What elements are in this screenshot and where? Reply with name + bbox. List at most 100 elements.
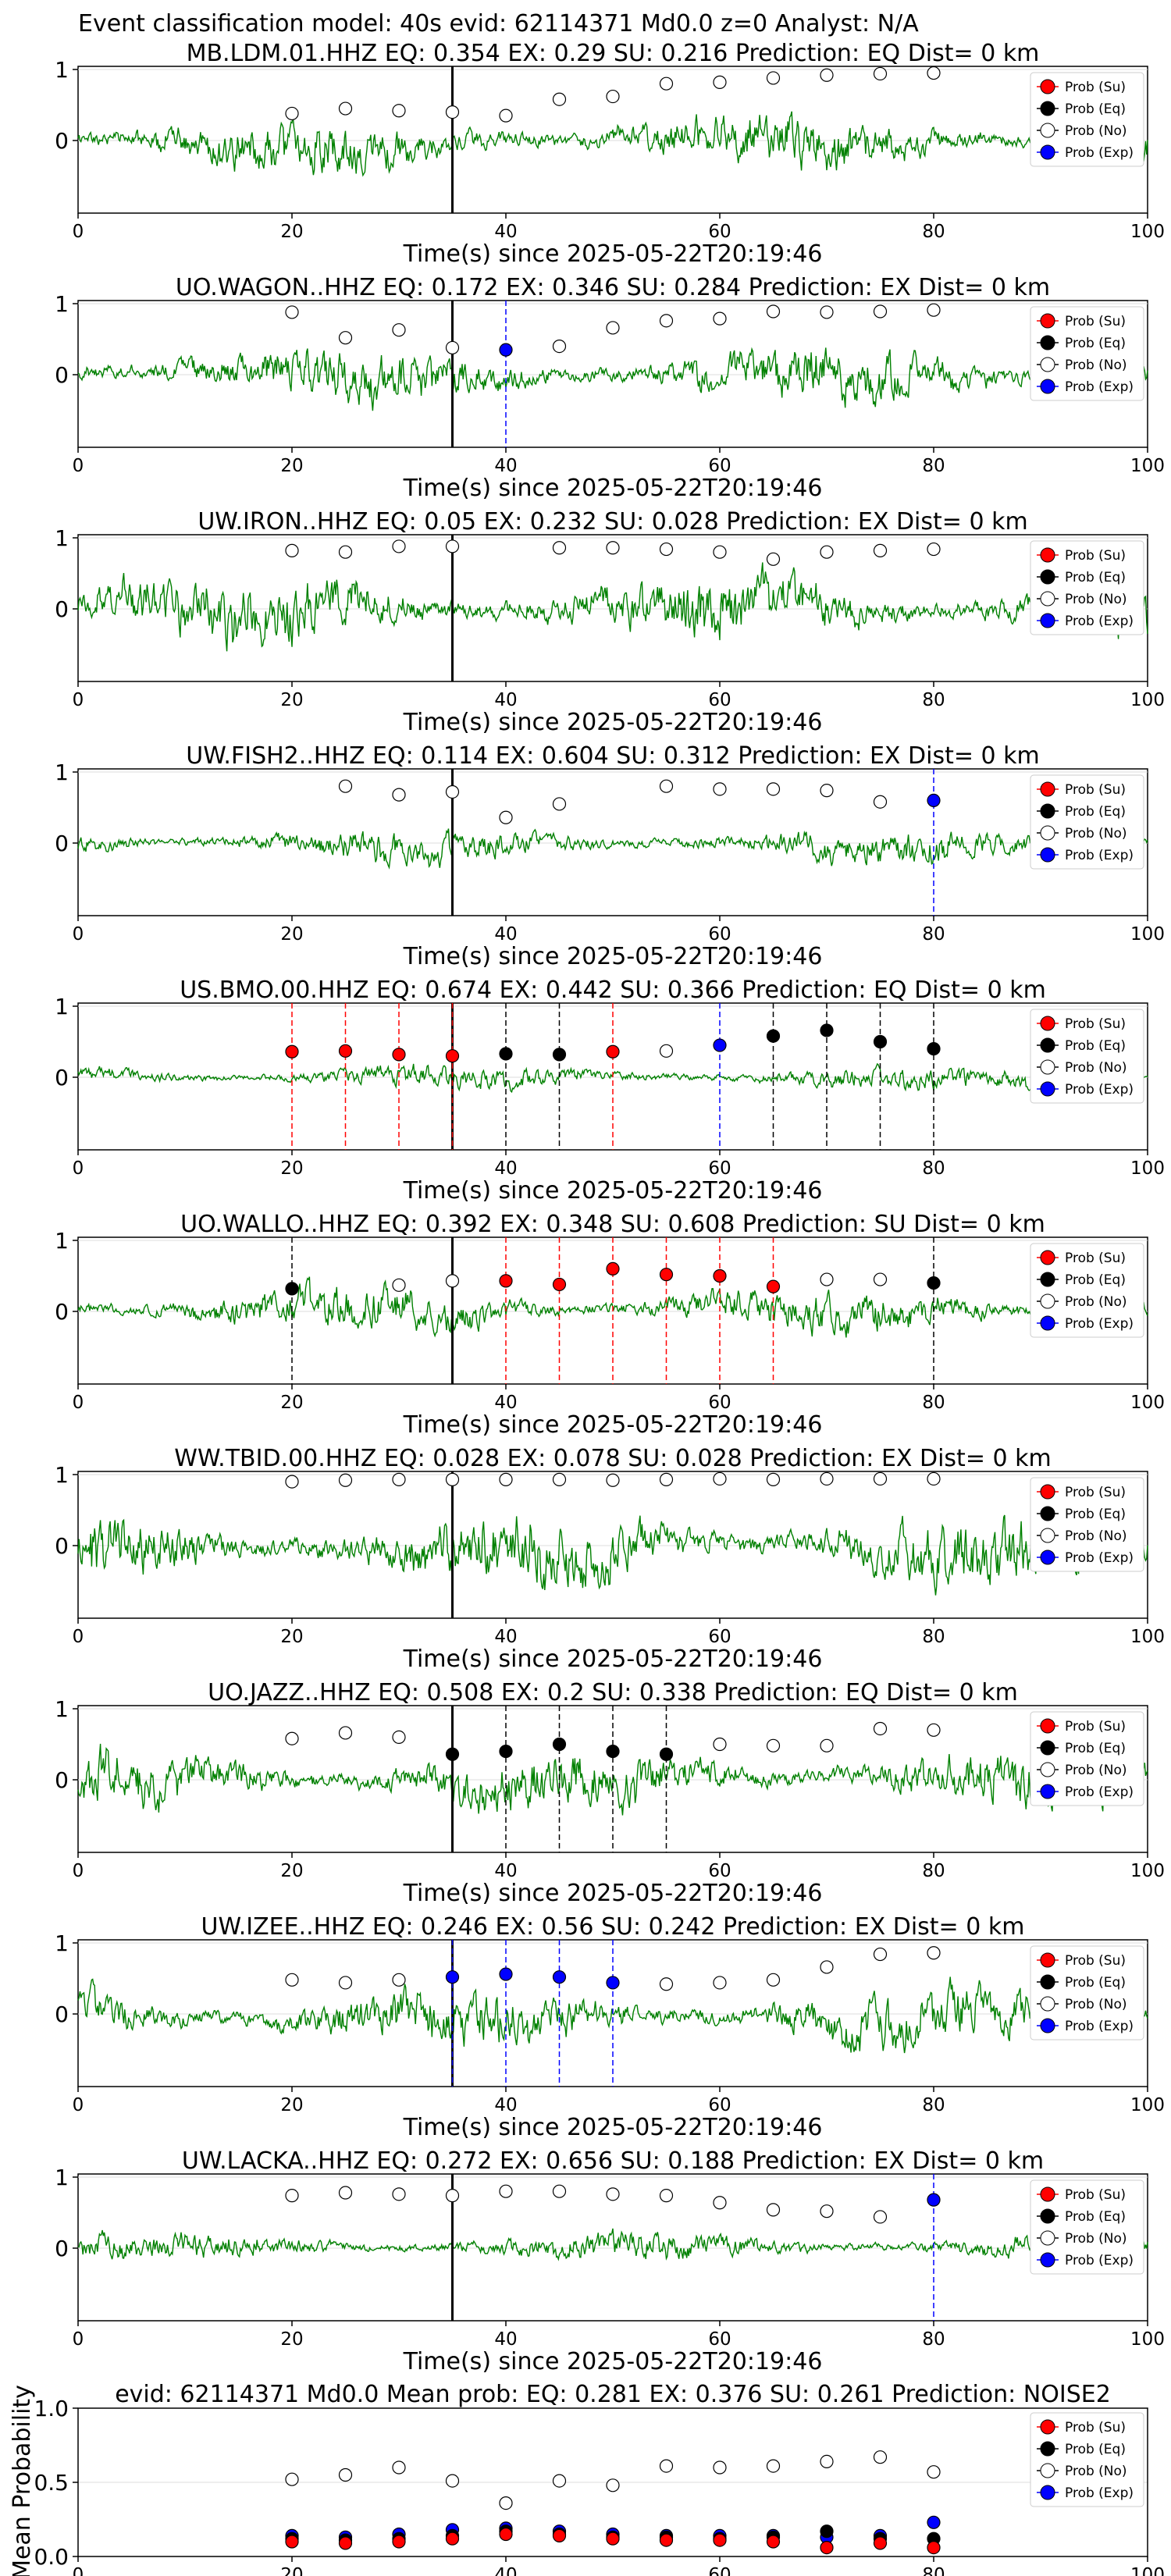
prob-point-no [659, 542, 674, 557]
prob-point-no [552, 797, 567, 811]
x-tick-label: 20 [280, 456, 303, 476]
x-tick-label: 0 [73, 2095, 84, 2115]
prob-point-no [445, 1274, 460, 1288]
prob-point-no [392, 788, 406, 802]
legend-marker-exp [1040, 379, 1055, 394]
prob-point-no [445, 539, 460, 553]
prob-point-no [659, 1044, 674, 1058]
legend-label-su: Prob (Su) [1065, 548, 1126, 564]
panel-8: UO.JAZZ..HHZ EQ: 0.508 EX: 0.2 SU: 0.338… [55, 1679, 1165, 1907]
prob-point-eq [445, 1747, 460, 1761]
x-tick-label: 80 [922, 1861, 945, 1881]
prob-point-eq [552, 1737, 567, 1752]
mean-prob-point-no [766, 2459, 781, 2473]
prob-point-no [285, 1731, 299, 1745]
legend-label-su: Prob (Su) [1065, 314, 1126, 329]
legend-marker-su [1040, 781, 1055, 797]
legend-marker-no [1040, 825, 1055, 841]
prob-point-no [766, 304, 781, 318]
prob-point-no [820, 2204, 834, 2218]
legend-marker-eq [1040, 335, 1055, 350]
x-tick-label: 0 [73, 2565, 84, 2576]
y-tick-label: 0 [55, 1767, 69, 1793]
x-tick-label: 80 [922, 456, 945, 476]
legend-marker-su [1040, 1484, 1055, 1500]
x-tick-label: 100 [1130, 1393, 1165, 1413]
panel-5: US.BMO.00.HHZ EQ: 0.674 EX: 0.442 SU: 0.… [55, 977, 1165, 1204]
prob-point-eq [499, 1745, 513, 1759]
x-tick-label: 80 [922, 1158, 945, 1179]
prob-point-no [445, 340, 460, 355]
plot-frame [77, 1471, 1148, 1619]
x-tick-label: 100 [1130, 924, 1165, 945]
prob-point-exp [713, 1038, 727, 1052]
y-tick-label: 1 [55, 57, 69, 83]
legend-label-no: Prob (No) [1065, 2231, 1127, 2247]
panel-title: UW.LACKA..HHZ EQ: 0.272 EX: 0.656 SU: 0.… [182, 2147, 1044, 2175]
legend-label-su: Prob (Su) [1065, 1251, 1126, 1266]
legend-label-no: Prob (No) [1065, 1060, 1127, 1076]
prob-point-no [392, 1730, 406, 1744]
x-tick-label: 20 [280, 1861, 303, 1881]
legend-label-exp: Prob (Exp) [1065, 1316, 1134, 1332]
prob-point-no [392, 1278, 406, 1292]
prob-point-no [873, 2210, 888, 2224]
prob-point-no [445, 105, 460, 119]
prob-point-no [713, 2196, 727, 2210]
mean-prob-point-su [499, 2527, 513, 2542]
x-tick-label: 0 [73, 1158, 84, 1179]
x-tick-label: 40 [494, 1627, 517, 1647]
prob-point-su [713, 1268, 727, 1283]
legend-box [1030, 72, 1144, 167]
prob-point-no [606, 1473, 620, 1487]
legend-marker-exp [1040, 847, 1055, 863]
prob-point-no [606, 89, 620, 104]
x-tick-label: 60 [708, 1627, 731, 1647]
legend-marker-no [1040, 2230, 1055, 2246]
legend-box [1030, 1945, 1144, 2041]
prob-point-no [285, 1973, 299, 1987]
seismogram-trace [77, 828, 1148, 870]
y-tick-label: 0 [55, 1533, 69, 1559]
prob-point-no [606, 2187, 620, 2201]
prob-point-eq [766, 1029, 781, 1043]
prob-point-no [820, 1272, 834, 1286]
x-tick-label: 0 [73, 456, 84, 476]
panel-7: WW.TBID.00.HHZ EQ: 0.028 EX: 0.078 SU: 0… [55, 1445, 1165, 1673]
legend-marker-no [1040, 2463, 1055, 2478]
legend-label-no: Prob (No) [1065, 826, 1127, 841]
legend-label-eq: Prob (Eq) [1065, 2442, 1126, 2457]
y-tick-label: 1 [55, 1228, 69, 1254]
prob-point-no [713, 75, 727, 89]
prob-point-no [659, 314, 674, 328]
prob-point-no [552, 2184, 567, 2198]
y-tick-label: 1 [55, 994, 69, 1019]
prob-point-no [338, 1473, 353, 1487]
legend-marker-eq [1040, 803, 1055, 819]
legend-marker-eq [1040, 1740, 1055, 1756]
mean-prob-point-no [499, 2496, 513, 2510]
prob-point-exp [606, 1976, 620, 1990]
mean-prob-point-no [338, 2467, 353, 2482]
prob-point-no [713, 545, 727, 559]
y-tick-label: 0 [55, 596, 69, 622]
legend-marker-exp [1040, 1315, 1055, 1331]
y-tick-label: 0 [55, 362, 69, 388]
legend-box [1030, 1711, 1144, 1806]
prob-point-no [445, 785, 460, 799]
legend-marker-eq [1040, 1037, 1055, 1053]
legend-box [1030, 1009, 1144, 1104]
prob-point-no [873, 304, 888, 318]
prob-point-no [873, 1471, 888, 1486]
legend-marker-exp [1040, 1081, 1055, 1097]
prob-point-no [659, 76, 674, 91]
prob-point-no [499, 1472, 513, 1486]
panel-title: WW.TBID.00.HHZ EQ: 0.028 EX: 0.078 SU: 0… [174, 1445, 1051, 1472]
legend-label-no: Prob (No) [1065, 1294, 1127, 1310]
prob-point-no [766, 1472, 781, 1486]
legend-marker-su [1040, 313, 1055, 329]
mean-prob-point-su [820, 2541, 834, 2555]
prob-point-su [552, 1277, 567, 1292]
prob-point-no [713, 1737, 727, 1752]
x-tick-label: 60 [708, 1158, 731, 1179]
